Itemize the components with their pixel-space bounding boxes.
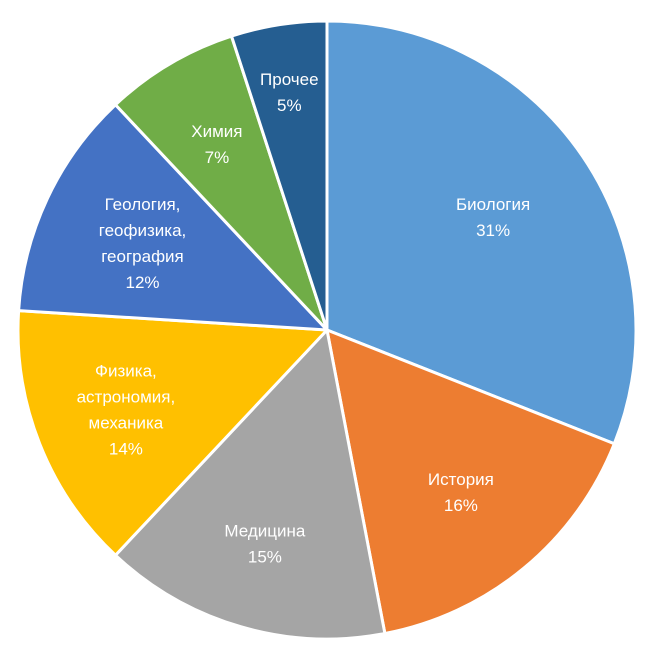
pie-data-label-4: Физика, астрономия, механика 14% [77,362,176,459]
pie-slices [16,19,638,641]
pie-data-label-6: Химия 7% [191,122,242,167]
pie-category-label: Биология [456,195,530,214]
pie-data-label-2: История 16% [428,470,494,515]
pie-category-label: география [101,247,184,266]
pie-slice-7 [230,19,329,332]
pie-slice-3 [113,328,387,641]
pie-category-label: Геология, [105,195,181,214]
pie-category-label: геофизика, [99,221,187,240]
pie-category-label: Физика, [95,362,157,381]
pie-slice-1 [325,19,638,446]
pie-category-label: Медицина [224,522,305,541]
pie-percent-label: 14% [109,440,143,459]
pie-data-label-1: Биология 31% [456,195,530,240]
pie-category-label: астрономия, [77,388,176,407]
pie-category-label: История [428,470,494,489]
pie-percent-label: 15% [248,548,282,567]
pie-percent-label: 31% [476,221,510,240]
pie-percent-label: 12% [125,273,159,292]
pie-percent-label: 16% [444,496,478,515]
pie-data-labels: Биология 31% История 16% Медицина 15% Физика, а… [77,70,531,567]
pie-percent-label: 5% [277,96,302,115]
pie-slice-4 [16,309,329,557]
pie-slice-6 [113,34,329,332]
pie-data-label-5: Геология, геофизика, география 12% [99,195,187,292]
pie-slice-5 [17,103,329,332]
pie-category-label: механика [89,414,164,433]
pie-slice-2 [325,328,616,636]
pie-data-label-3: Медицина 15% [224,522,305,567]
pie-percent-label: 7% [205,148,230,167]
pie-category-label: Химия [191,122,242,141]
pie-data-label-7: Прочее 5% [260,70,319,115]
pie-category-label: Прочее [260,70,319,89]
